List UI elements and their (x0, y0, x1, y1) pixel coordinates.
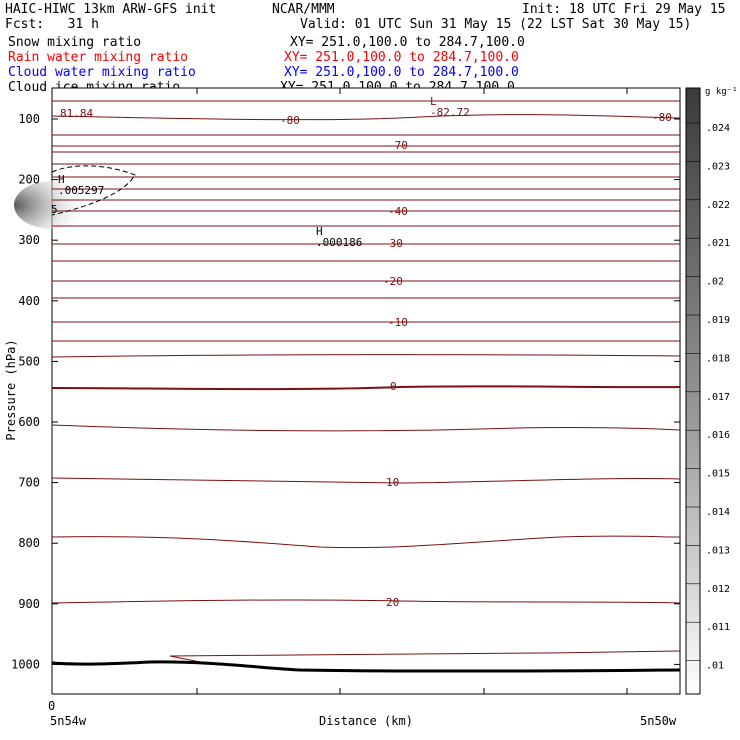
colorbar-tick-label: .012 (706, 584, 730, 595)
high-marker: H (316, 225, 323, 238)
y-tick-label: 600 (18, 415, 40, 429)
y-axis-title: Pressure (hPa) (4, 339, 18, 440)
terrain-line (51, 660, 681, 673)
isotherm (51, 114, 681, 121)
y-tick-label: 900 (18, 597, 40, 611)
isotherm-label: -80 (652, 111, 672, 124)
y-tick-label: 800 (18, 536, 40, 550)
colorbar-tick-label: .01 (706, 661, 724, 672)
isotherm-label: -20 (383, 275, 403, 288)
x-left-label: 5n54w (50, 714, 87, 728)
colorbar-tick-label: .011 (706, 622, 730, 633)
colorbar-tick-label: .018 (706, 353, 730, 364)
colorbar-tick-label: .021 (706, 238, 730, 249)
colorbar-tick-label: .014 (706, 507, 730, 518)
isotherm (51, 385, 681, 391)
isotherm (51, 424, 681, 432)
y-tick-label: 500 (18, 354, 40, 368)
field-cloudwater: Cloud water mixing ratio (8, 65, 196, 80)
x-start-label: 0 (48, 699, 55, 713)
y-tick-label: 100 (18, 112, 40, 126)
colorbar-tick-label: .023 (706, 161, 730, 172)
isotherm-label: -30 (383, 237, 403, 250)
forecast-hour: Fcst: 31 h (5, 17, 99, 32)
colorbar-tick-label: .019 (706, 315, 730, 326)
isotherm (51, 535, 681, 549)
plot-frame (51, 87, 681, 695)
colorbar-tick-label: .022 (706, 200, 730, 211)
y-tick-label: 400 (18, 294, 40, 308)
isotherm-group (51, 100, 681, 664)
isotherm-label: 10 (386, 476, 399, 489)
y-tick-label: 700 (18, 476, 40, 490)
snow-contour (51, 165, 136, 216)
low-marker: L (430, 95, 437, 108)
isotherm-label: 0 (390, 380, 397, 393)
colorbar (685, 87, 701, 695)
field-rain-xy: XY= 251.0,100.0 to 284.7,100.0 (284, 50, 519, 65)
y-tick-label: 1000 (11, 657, 40, 671)
isotherm (51, 599, 681, 604)
isotherm-label: -70 (388, 139, 408, 152)
colorbar-unit: g kg⁻¹ (705, 87, 738, 97)
isotherm-label: -10 (388, 316, 408, 329)
field-snow: Snow mixing ratio (8, 35, 142, 50)
colorbar-tick-label: .017 (706, 392, 730, 403)
contour-label: 5 (51, 203, 58, 216)
field-rain: Rain water mixing ratio (8, 50, 189, 65)
colorbar-tick-label: .02 (706, 277, 724, 288)
colorbar-tick-label: .015 (706, 469, 730, 480)
isotherm (51, 354, 681, 358)
init-time: Init: 18 UTC Fri 29 May 15 (522, 2, 726, 17)
snow-maximum-shading (14, 181, 90, 229)
high-value: .000186 (316, 236, 362, 249)
isotherm-label: 81.84 (60, 107, 93, 120)
colorbar-tick-label: .013 (706, 545, 730, 556)
x-right-label: 5n50w (640, 714, 677, 728)
colorbar-tick-label: .016 (706, 430, 730, 441)
org-label: NCAR/MMM (272, 2, 335, 17)
isotherm-label: 20 (386, 596, 399, 609)
y-tick-label: 200 (18, 173, 40, 187)
model-title: HAIC-HIWC 13km ARW-GFS init (5, 2, 217, 17)
isotherm-label: -82.72 (430, 106, 470, 119)
colorbar-tick-label: .024 (706, 123, 730, 134)
field-snow-xy: XY= 251.0,100.0 to 284.7,100.0 (290, 35, 525, 50)
isotherm (51, 477, 681, 484)
field-cloudwater-xy: XY= 251.0,100.0 to 284.7,100.0 (284, 65, 519, 80)
isotherm-label: -40 (388, 205, 408, 218)
high-marker: H (58, 173, 65, 186)
y-tick-label: 300 (18, 233, 40, 247)
high-value: .005297 (58, 184, 104, 197)
isotherm-label: -80 (280, 114, 300, 127)
valid-time: Valid: 01 UTC Sun 31 May 15 (22 LST Sat … (300, 17, 692, 32)
x-axis-title: Distance (km) (319, 714, 413, 728)
